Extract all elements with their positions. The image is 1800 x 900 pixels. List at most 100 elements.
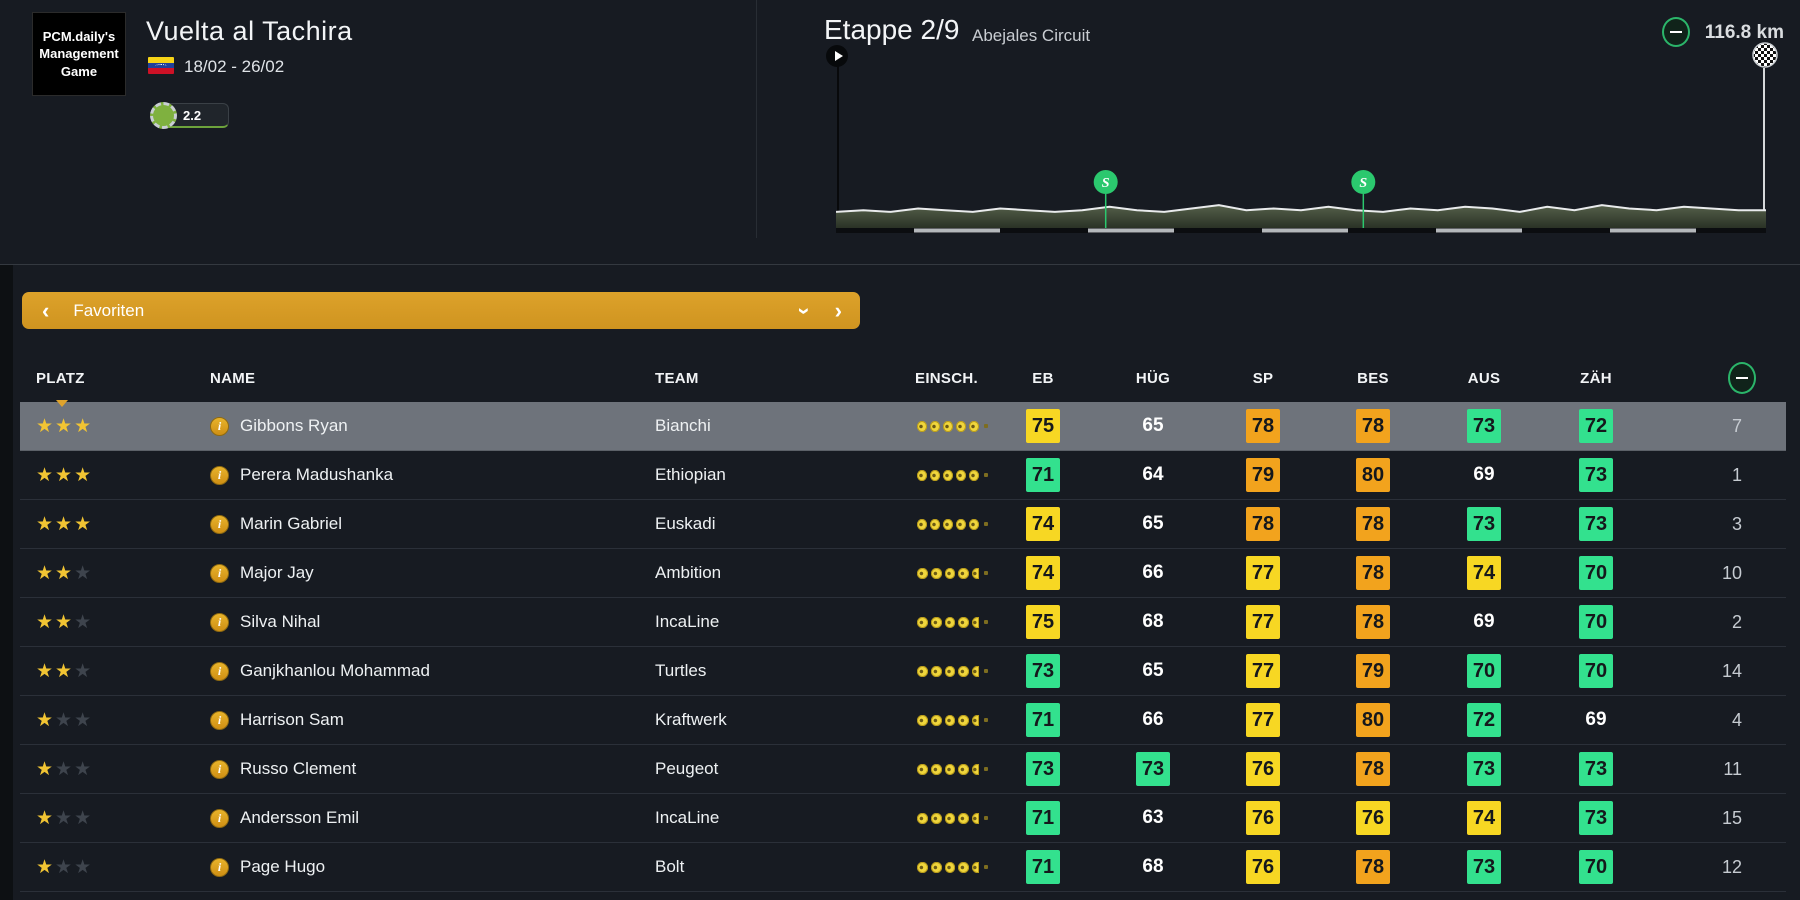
favorites-dropdown-bar[interactable]: ‹ Favoriten › › <box>22 292 860 329</box>
column-header-einsch[interactable]: EINSCH. <box>905 370 988 387</box>
elevation-line <box>836 204 1766 213</box>
stat-badge: 79 <box>1356 654 1390 688</box>
rider-row[interactable]: ★★★ i Silva Nihal IncaLine 75 68 77 78 6… <box>20 598 1786 647</box>
rider-row[interactable]: ★★★ i Perera Madushanka Ethiopian 71 64 … <box>20 451 1786 500</box>
team-name: Bianchi <box>655 416 711 435</box>
team-name: Euskadi <box>655 514 716 533</box>
column-header-position[interactable] <box>1652 362 1786 394</box>
rider-info-icon[interactable]: i <box>210 514 229 534</box>
stat-badge: 76 <box>1246 801 1280 835</box>
rating-half-dot-icon <box>972 812 980 824</box>
section-divider <box>0 264 1800 265</box>
favorite-stars: ★★★ <box>20 709 190 732</box>
play-button[interactable] <box>826 45 848 67</box>
stat-badge: 68 <box>1142 611 1164 632</box>
chevron-down-icon[interactable]: › <box>792 306 818 315</box>
stat-badge: 75 <box>1026 409 1060 443</box>
column-header-eb[interactable]: EB <box>988 370 1098 387</box>
sprint-s-label: S <box>1102 176 1110 191</box>
rating-half-dot-icon <box>972 861 980 873</box>
sprint-s-label: S <box>1359 176 1367 191</box>
column-header-platz[interactable]: PLATZ <box>20 370 190 407</box>
stat-aus: 73 <box>1428 409 1540 443</box>
rider-row[interactable]: ★★★ i Marin Gabriel Euskadi 74 65 78 78 … <box>20 500 1786 549</box>
rider-info-icon[interactable]: i <box>210 465 229 485</box>
column-header-name[interactable]: NAME <box>190 370 635 387</box>
position-value: 14 <box>1721 660 1742 681</box>
venezuela-flag-icon <box>148 57 174 74</box>
km-segment <box>1436 228 1522 233</box>
stat-badge: 73 <box>1579 752 1613 786</box>
rating-dot-icon <box>969 469 980 481</box>
einsch-rating-dots <box>905 616 988 628</box>
stat-aus: 69 <box>1428 458 1540 492</box>
rating-dot-icon <box>930 665 942 677</box>
rider-info-icon[interactable]: i <box>210 710 229 730</box>
stat-hug: 68 <box>1098 850 1208 884</box>
stat-zah: 73 <box>1540 507 1652 541</box>
stat-badge: 78 <box>1356 409 1390 443</box>
favorites-table: PLATZ NAME TEAM EINSCH. EB HÜG SP BES AU… <box>20 356 1786 892</box>
name-label: NAME <box>210 369 256 387</box>
rating-dot-icon <box>944 763 956 775</box>
rider-info-icon[interactable]: i <box>210 661 229 681</box>
rider-row[interactable]: ★★★ i Harrison Sam Kraftwerk 71 66 77 80… <box>20 696 1786 745</box>
rider-row[interactable]: ★★★ i Russo Clement Peugeot 73 73 76 78 … <box>20 745 1786 794</box>
star-icon: ★ <box>36 660 56 682</box>
stat-eb: 73 <box>988 752 1098 786</box>
stat-badge: 80 <box>1356 703 1390 737</box>
column-header-bes[interactable]: BES <box>1318 370 1428 387</box>
team-name: Bolt <box>655 857 685 876</box>
category-dot-icon <box>150 102 177 129</box>
stat-badge: 73 <box>1467 752 1501 786</box>
column-header-sp[interactable]: SP <box>1208 370 1318 387</box>
position-value: 11 <box>1723 758 1742 779</box>
rating-half-dot-icon <box>972 616 980 628</box>
rider-info-icon[interactable]: i <box>210 416 229 436</box>
stat-zah: 72 <box>1540 409 1652 443</box>
stat-badge: 73 <box>1467 850 1501 884</box>
logo-line-1: PCM.daily's <box>42 28 116 44</box>
rider-info-icon[interactable]: i <box>210 808 229 828</box>
rider-row[interactable]: ★★★ i Page Hugo Bolt 71 68 76 78 73 70 1… <box>20 843 1786 892</box>
stat-badge: 73 <box>1136 752 1170 786</box>
star-icon: ★ <box>36 562 56 584</box>
rider-info-icon[interactable]: i <box>210 612 229 632</box>
rating-half-dot-icon <box>972 714 980 726</box>
column-header-aus[interactable]: AUS <box>1428 370 1540 387</box>
rider-row[interactable]: ★★★ i Gibbons Ryan Bianchi 75 65 78 78 7… <box>20 402 1786 451</box>
chevron-right-icon[interactable]: › <box>834 297 842 323</box>
team-name: Ethiopian <box>655 465 726 484</box>
rider-info-icon[interactable]: i <box>210 759 229 779</box>
stat-bes: 80 <box>1318 458 1428 492</box>
rider-info-icon[interactable]: i <box>210 857 229 877</box>
rating-dot-icon <box>930 616 942 628</box>
column-header-hug[interactable]: HÜG <box>1098 370 1208 387</box>
column-header-team[interactable]: TEAM <box>635 370 905 387</box>
stat-badge: 73 <box>1579 458 1613 492</box>
rider-row[interactable]: ★★★ i Andersson Emil IncaLine 71 63 76 7… <box>20 794 1786 843</box>
star-icon: ★ <box>74 464 94 486</box>
stat-badge: 73 <box>1026 654 1060 688</box>
star-icon: ★ <box>74 807 94 829</box>
stat-sp: 78 <box>1208 507 1318 541</box>
stage-distance: 116.8 km <box>1704 22 1784 43</box>
vertical-divider <box>756 0 757 238</box>
stat-badge: 71 <box>1026 458 1060 492</box>
rider-row[interactable]: ★★★ i Major Jay Ambition 74 66 77 78 74 … <box>20 549 1786 598</box>
stat-badge: 74 <box>1467 801 1501 835</box>
stat-hug: 63 <box>1098 801 1208 835</box>
rider-info-icon[interactable]: i <box>210 563 229 583</box>
stat-bes: 76 <box>1318 801 1428 835</box>
chevron-left-icon[interactable]: ‹ <box>42 297 50 323</box>
stat-badge: 80 <box>1356 458 1390 492</box>
stat-badge: 75 <box>1026 605 1060 639</box>
rating-nub-icon <box>984 767 988 771</box>
rating-dot-icon <box>969 420 980 432</box>
rating-dot-icon <box>930 469 941 481</box>
rider-row[interactable]: ★★★ i Ganjkhanlou Mohammad Turtles 73 65… <box>20 647 1786 696</box>
position-value: 10 <box>1721 562 1742 583</box>
position-value: 12 <box>1721 856 1742 877</box>
star-icon: ★ <box>74 758 94 780</box>
column-header-zah[interactable]: ZÄH <box>1540 370 1652 387</box>
